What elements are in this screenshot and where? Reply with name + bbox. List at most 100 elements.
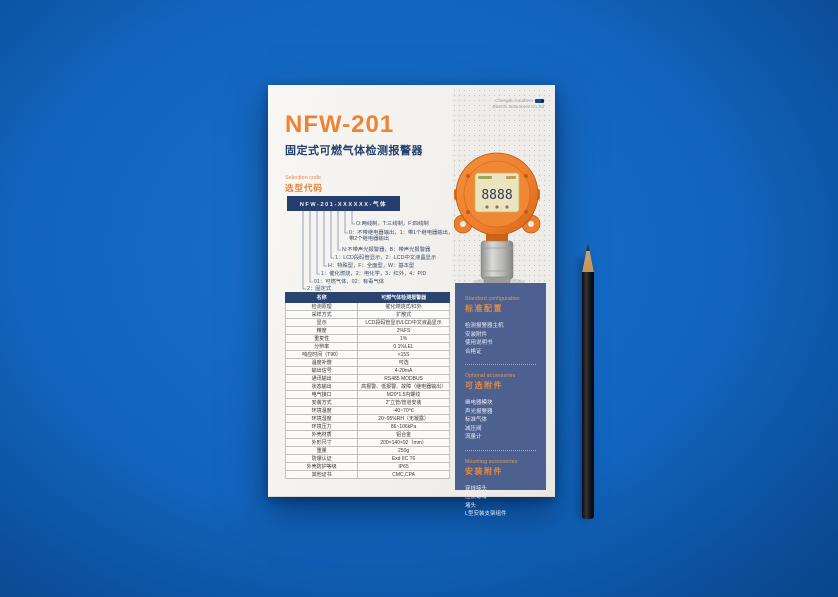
spec-label: 重量 — [284, 446, 359, 455]
spec-label: 重复性 — [284, 334, 359, 343]
spec-label: 安装方式 — [284, 398, 359, 407]
spec-row: 防爆认证 Exd IIC T6 — [284, 454, 450, 463]
sidebar-list-item: 减压阀 — [465, 425, 482, 432]
spec-label: 精度 — [284, 326, 359, 335]
sidebar-panel: Standard configuration 标准配置 检测报警器主机 安装附件… — [455, 283, 546, 517]
sidebar-section-title-zh: 可选附件 — [465, 381, 503, 390]
spec-value: IP65 — [357, 462, 450, 471]
sidebar-list-item: 流量计 — [465, 434, 482, 440]
spec-row: 精度 2%FS — [284, 326, 450, 335]
spec-value: 可选 — [357, 358, 450, 367]
spec-row: 环境压力 86~106kPa — [284, 422, 450, 431]
spec-label: 电气接口 — [284, 390, 359, 399]
sidebar-section-title-en: Standard configuration — [465, 296, 520, 302]
selection-code-label-en: Selection code — [285, 175, 322, 181]
sidebar-list-item: 声光报警器 — [465, 408, 493, 415]
spec-row: 响应时间（T90） <15S — [284, 350, 450, 359]
spec-row: 其他证书 CMC,CPA — [284, 470, 450, 479]
spec-value: 高报警、低报警、故障（继电器输出） — [357, 382, 450, 391]
spec-row: 环境温度 -40~70℃ — [284, 406, 450, 415]
spec-label: 外壳防护等级 — [284, 462, 359, 471]
spec-row: 电气接口 M20*1.5内螺纹 — [284, 390, 450, 399]
spec-row: 外壳材质 铝合金 — [284, 430, 450, 439]
spec-label: 响应时间（T90） — [284, 350, 359, 359]
spec-value: 86~106kPa — [357, 422, 450, 431]
dotted-divider — [465, 364, 536, 365]
datasheet-page: NFW-201 固定式可燃气体检测报警器 Selection code 选型代码… — [268, 85, 555, 517]
sidebar-section-title-zh: 标准配置 — [465, 304, 503, 313]
spec-row: 检测原理 催化燃烧式/红外 — [284, 302, 450, 311]
spec-value: 2"立管/管道安装 — [357, 398, 450, 407]
spec-row: 重复性 1% — [284, 334, 450, 343]
spec-row: 重量 250g — [284, 446, 450, 455]
spec-label: 外形尺寸 — [284, 438, 359, 447]
spec-row: 外壳防护等级 IP65 — [284, 462, 450, 471]
spec-value: 4-20mA — [357, 366, 450, 375]
spec-label: 环境湿度 — [284, 414, 359, 423]
option-row: 0：不带继电器输出，1：带1个继电器输出，2：带2个继电器输出 — [349, 230, 462, 242]
spec-value: 扩散式 — [357, 310, 450, 319]
spec-header-value: 可燃气体检测报警器 — [357, 292, 450, 303]
spec-label: 防爆认证 — [284, 454, 359, 463]
page-subtitle: 固定式可燃气体检测报警器 — [285, 145, 423, 157]
sidebar-list-item: 合格证 — [465, 348, 482, 355]
spec-label: 通讯输出 — [284, 374, 359, 383]
spec-row: 通讯输出 RS485 MODBUS — [284, 374, 450, 383]
option-row: 1：催化燃烧，2：电化学，3：红外，4：PID — [321, 271, 427, 277]
sidebar-list-item: 使用说明书 — [465, 340, 493, 346]
spec-value: <15S — [357, 350, 450, 359]
spec-label: 环境温度 — [284, 406, 359, 415]
sidebar-list-item: 检测报警器主机 — [465, 323, 504, 329]
spec-row: 输出信号 4-20mA — [284, 366, 450, 375]
spec-label: 环境压力 — [284, 422, 359, 431]
sidebar-list-item: 压紧螺母 — [465, 494, 488, 500]
spec-label: 采样方式 — [284, 310, 359, 319]
spec-label: 温度补偿 — [284, 358, 359, 367]
spec-header-name: 名称 — [284, 292, 359, 303]
spec-value: -40~70℃ — [357, 406, 450, 415]
option-row: 2：固定式 — [307, 286, 332, 292]
spec-label: 其他证书 — [284, 470, 359, 479]
spec-row: 分辨率 0.1%LEL — [284, 342, 450, 351]
spec-row: 环境湿度 20~95%RH（无凝露） — [284, 414, 450, 423]
sidebar-list-item: 安装附件 — [465, 331, 488, 338]
spec-value: 20~95%RH（无凝露） — [357, 414, 450, 423]
sidebar-section-title-en: Mounting accessories — [465, 458, 518, 465]
selection-code-label-zh: 选型代码 — [285, 183, 324, 193]
sidebar-section: Standard configuration 标准配置 检测报警器主机 安装附件… — [465, 296, 538, 365]
spec-value: CMC,CPA — [357, 470, 450, 479]
spec-row: 安装方式 2"立管/管道安装 — [284, 398, 450, 407]
spec-value: LCD段码管显示/LCD中文液晶显示 — [357, 318, 450, 327]
brand-line2: Electric Instrument Co.,ltd — [492, 103, 544, 109]
option-row: 1：LCD段码管显示，2：LCD中文液晶显示 — [335, 255, 437, 261]
spec-label: 外壳材质 — [284, 430, 359, 439]
brand-line1: Chengdu Southern — [444, 98, 544, 104]
sidebar-section-title-zh: 安装附件 — [465, 466, 503, 476]
product-photo: 8888 — [454, 152, 541, 286]
option-row: 01：可燃气体，02：有毒气体 — [314, 279, 385, 285]
spec-row: 温度补偿 可选 — [284, 358, 450, 367]
model-code-bar: NFW-201-XXXXXX-气体 — [287, 196, 400, 211]
spec-header-row: 名称 可燃气体检测报警器 — [284, 292, 450, 303]
spec-value: RS485 MODBUS — [357, 374, 450, 383]
spec-value: 2%FS — [357, 326, 450, 335]
spec-value: 1% — [357, 334, 450, 343]
display-digits: 8888 — [481, 188, 512, 203]
spec-row: 外形尺寸 200×140×92（mm） — [284, 438, 450, 447]
spec-value: 250g — [357, 446, 450, 455]
sensor-cylinder — [480, 240, 514, 285]
device-display: 8888 — [474, 172, 520, 213]
sidebar-item-list: 穿线接头 压紧螺母 堵头 L型安装支架组件 — [465, 485, 538, 519]
spec-label: 检测原理 — [284, 302, 359, 311]
spec-value: Exd IIC T6 — [357, 454, 450, 463]
spec-label: 显示 — [284, 318, 359, 327]
sidebar-list-item: 穿线接头 — [465, 485, 488, 492]
option-row: O:两线制，T:三线制，F:四线制 — [356, 221, 429, 227]
sidebar-section: Optional accessories 可选附件 继电器模块 声光报警器 标准… — [465, 373, 538, 451]
spec-row: 状态输出 高报警、低报警、故障（继电器输出） — [284, 382, 450, 391]
option-row: H：特殊型，F：全面型，W：基本型 — [328, 263, 415, 269]
sidebar-item-list: 继电器模块 声光报警器 标准气体 减压阀 流量计 — [465, 399, 538, 442]
sidebar-section-title-en: Optional accessories — [465, 373, 516, 379]
spec-label: 分辨率 — [284, 342, 359, 351]
